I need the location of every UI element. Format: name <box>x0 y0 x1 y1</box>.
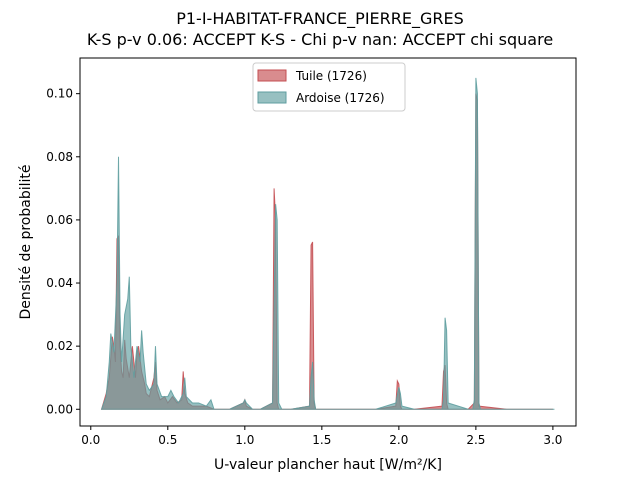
x-tick-label: 0.5 <box>158 433 177 447</box>
legend-swatch-tuile <box>257 69 287 82</box>
legend-label-tuile: Tuile (1726) <box>295 69 367 83</box>
x-tick-label: 1.5 <box>312 433 331 447</box>
series-area-ardoise <box>100 77 555 410</box>
x-axis-label: U-valeur plancher haut [W/m²/K] <box>214 457 442 473</box>
y-tick-label: 0.10 <box>46 87 73 101</box>
plot-area <box>100 77 555 410</box>
y-tick-label: 0.04 <box>46 276 73 290</box>
y-tick-label: 0.08 <box>46 150 73 164</box>
x-tick-label: 1.0 <box>235 433 254 447</box>
y-axis: 0.00 0.02 0.04 0.06 0.08 0.10 <box>46 87 80 416</box>
legend: Tuile (1726) Ardoise (1726) <box>252 62 406 112</box>
x-tick-label: 2.0 <box>389 433 408 447</box>
x-tick-label: 3.0 <box>543 433 562 447</box>
plot-frame <box>79 57 577 427</box>
y-tick-label: 0.06 <box>46 213 73 227</box>
x-tick-label: 2.5 <box>466 433 485 447</box>
chart-title: P1-I-HABITAT-FRANCE_PIERRE_GRES <box>176 9 464 29</box>
y-axis-label: Densité de probabilité <box>18 165 34 320</box>
legend-swatch-ardoise <box>257 91 287 104</box>
y-tick-label: 0.00 <box>46 402 73 416</box>
x-axis: 0.0 0.5 1.0 1.5 2.0 2.5 3.0 <box>81 426 562 447</box>
legend-frame <box>252 62 406 112</box>
chart-subtitle: K-S p-v 0.06: ACCEPT K-S - Chi p-v nan: … <box>87 30 553 49</box>
legend-label-ardoise: Ardoise (1726) <box>296 91 385 105</box>
y-tick-label: 0.02 <box>46 339 73 353</box>
x-tick-label: 0.0 <box>81 433 100 447</box>
